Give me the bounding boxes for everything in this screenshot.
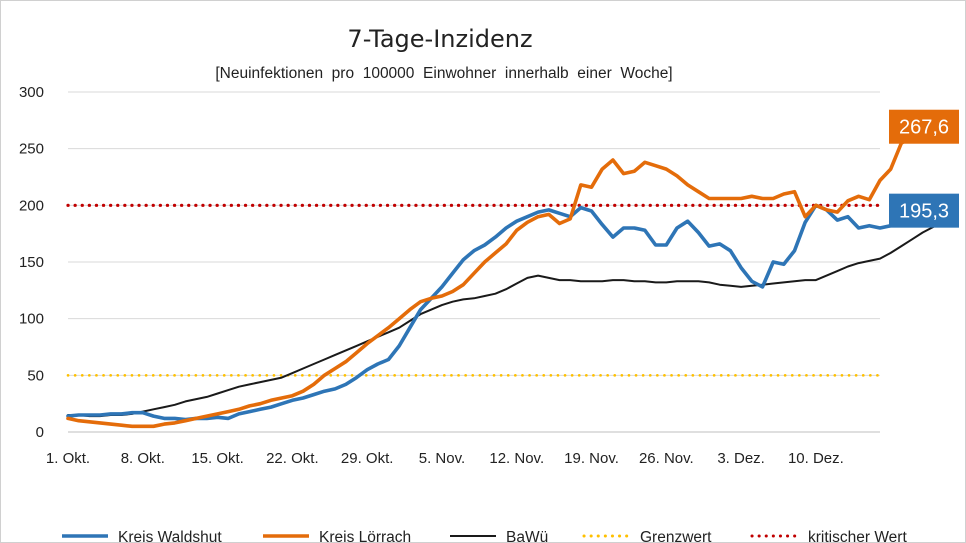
x-tick-label: 1. Okt.	[46, 450, 90, 467]
legend-label-kreis-waldshut: Kreis Waldshut	[118, 529, 222, 543]
chart-title: 7-Tage-Inzidenz	[347, 25, 532, 53]
series-lines	[66, 126, 946, 429]
end-label-kreis-waldshut: 195,3	[899, 201, 949, 223]
x-tick-label: 5. Nov.	[419, 450, 465, 467]
legend-label-kritischer-wert: kritischer Wert	[808, 529, 907, 543]
end-label-box-kreis-waldshut	[889, 193, 959, 228]
series-line-baw	[67, 220, 946, 418]
end-labels: 195,3 267,6	[889, 109, 959, 228]
x-tick-label: 26. Nov.	[639, 450, 694, 467]
legend-label-grenzwert: Grenzwert	[640, 529, 712, 543]
chart-subtitle: [Neuinfektionen pro 100000 Einwohner inn…	[215, 65, 672, 82]
y-tick-label: 100	[19, 311, 44, 328]
legend-label-kreis-l-rrach: Kreis Lörrach	[319, 529, 411, 543]
y-tick-label: 150	[19, 254, 44, 271]
x-tick-label: 10. Dez.	[788, 450, 844, 467]
end-label-kreis-l-rrach: 267,6	[899, 117, 949, 139]
y-tick-label: 0	[36, 424, 44, 441]
legend-label-baw: BaWü	[506, 529, 548, 543]
x-tick-label: 29. Okt.	[341, 450, 394, 467]
y-tick-label: 250	[19, 141, 44, 158]
x-tick-label: 12. Nov.	[489, 450, 544, 467]
x-tick-label: 19. Nov.	[564, 450, 619, 467]
x-tick-label: 8. Okt.	[121, 450, 165, 467]
x-axis-ticks: 1. Okt. 8. Okt. 15. Okt. 22. Okt. 29. Okt. 5.…	[46, 450, 844, 467]
x-tick-label: 3. Dez.	[717, 450, 765, 467]
series-line-kreis-l-rrach	[66, 126, 925, 429]
series-line-kreis-waldshut	[66, 203, 925, 422]
y-tick-label: 300	[19, 84, 44, 101]
x-tick-label: 15. Okt.	[191, 450, 244, 467]
y-tick-label: 200	[19, 197, 44, 214]
y-axis-ticks: 0 50 100 150 200 250 300	[19, 84, 44, 441]
legend: Kreis Waldshut Kreis Lörrach BaWü Grenzwert…	[62, 529, 907, 543]
end-label-box-kreis-l-rrach	[889, 109, 959, 144]
x-tick-label: 22. Okt.	[266, 450, 319, 467]
y-tick-label: 50	[27, 367, 44, 384]
